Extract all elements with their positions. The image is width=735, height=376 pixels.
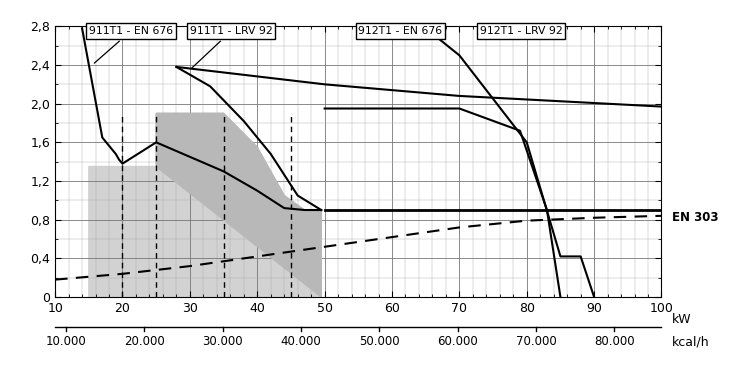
Text: 911T1 - LRV 92: 911T1 - LRV 92 (190, 26, 273, 68)
Text: kW: kW (672, 312, 691, 326)
Text: 40.000: 40.000 (281, 335, 321, 348)
Text: 912T1 - EN 676: 912T1 - EN 676 (358, 26, 442, 36)
Text: 30.000: 30.000 (202, 335, 243, 348)
Polygon shape (89, 113, 321, 297)
Text: 50.000: 50.000 (359, 335, 400, 348)
Text: kcal/h: kcal/h (672, 335, 709, 348)
Text: 911T1 - EN 676: 911T1 - EN 676 (89, 26, 173, 63)
Text: 10.000: 10.000 (46, 335, 87, 348)
Text: 20.000: 20.000 (124, 335, 165, 348)
Text: 80.000: 80.000 (594, 335, 635, 348)
Text: EN 303: EN 303 (672, 211, 718, 224)
Text: 60.000: 60.000 (437, 335, 478, 348)
Text: 70.000: 70.000 (516, 335, 556, 348)
Text: 912T1 - LRV 92: 912T1 - LRV 92 (479, 26, 562, 36)
Polygon shape (156, 113, 321, 297)
